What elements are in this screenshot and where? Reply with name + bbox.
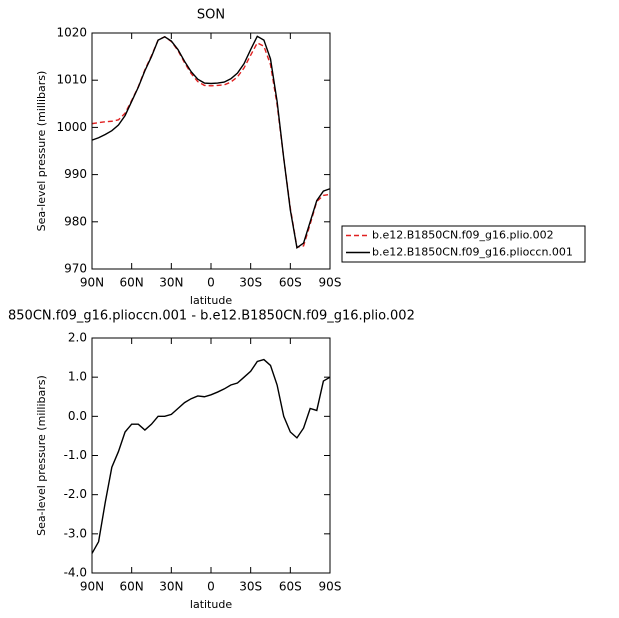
x-tick-label: 30S (239, 580, 262, 594)
y-tick-label: 1020 (56, 26, 87, 40)
y-tick-label: 980 (64, 214, 87, 228)
x-tick-label: 90S (319, 276, 342, 290)
x-tick-label: 30N (159, 580, 183, 594)
y-tick-label: 990 (64, 167, 87, 181)
y-tick-label: 2.0 (68, 331, 87, 345)
y-tick-label: -3.0 (64, 526, 87, 540)
plot-frame (91, 32, 331, 270)
data-line (91, 35, 331, 249)
x-tick-label: 0 (207, 276, 215, 290)
y-tick-label: -2.0 (64, 487, 87, 501)
x-tick-label: 30S (239, 276, 262, 290)
y-tick-label: 0.0 (68, 409, 87, 423)
plot-frame (91, 337, 331, 574)
legend-label: b.e12.B1850CN.f09_g16.plio.002 (372, 229, 554, 242)
chart-title: 850CN.f09_g16.plioccn.001 - b.e12.B1850C… (8, 309, 415, 324)
legend-box (341, 225, 586, 263)
y-tick-label: -4.0 (64, 566, 87, 580)
x-tick-label: 90N (80, 580, 104, 594)
x-axis-label: latitude (190, 598, 232, 611)
chart-title: SON (197, 8, 225, 23)
y-tick-label: 1000 (56, 120, 87, 134)
y-tick-label: -1.0 (64, 448, 87, 462)
legend-label: b.e12.B1850CN.f09_g16.plioccn.001 (372, 246, 573, 259)
x-axis-label: latitude (190, 294, 232, 307)
x-tick-label: 60S (279, 580, 302, 594)
x-tick-label: 60N (120, 580, 144, 594)
x-tick-label: 60N (120, 276, 144, 290)
x-tick-label: 90N (80, 276, 104, 290)
y-tick-label: 1010 (56, 73, 87, 87)
data-line (91, 358, 331, 554)
y-tick-label: 1.0 (68, 370, 87, 384)
x-tick-label: 0 (207, 580, 215, 594)
y-axis-label: Sea-level pressure (millibars) (35, 375, 48, 536)
y-axis-label: Sea-level pressure (millibars) (35, 71, 48, 232)
y-tick-label: 970 (64, 262, 87, 276)
x-tick-label: 30N (159, 276, 183, 290)
x-tick-label: 60S (279, 276, 302, 290)
x-tick-label: 90S (319, 580, 342, 594)
